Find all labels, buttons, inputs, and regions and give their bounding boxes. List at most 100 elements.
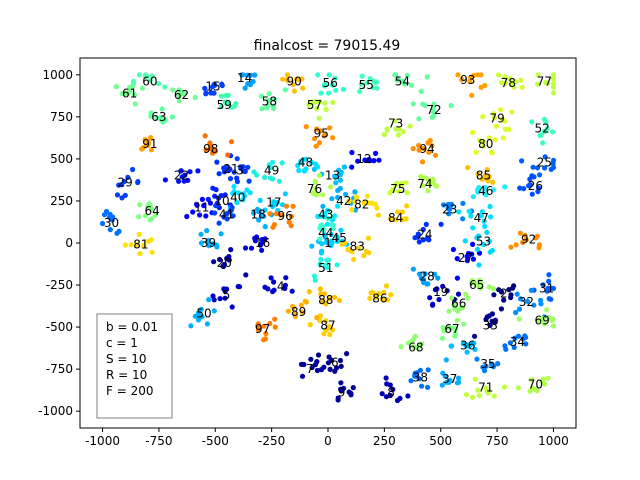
data-point	[270, 288, 276, 295]
data-point	[267, 320, 273, 327]
data-point	[209, 150, 216, 156]
data-point	[242, 245, 249, 251]
data-point	[420, 279, 427, 285]
data-point	[472, 333, 478, 339]
data-point	[349, 164, 355, 170]
data-point	[381, 132, 387, 138]
x-tick-label: 750	[486, 434, 509, 448]
cluster-label: 65	[469, 278, 484, 292]
data-point	[139, 146, 145, 152]
data-point	[234, 156, 240, 162]
data-point	[464, 349, 470, 355]
data-point	[480, 114, 486, 120]
data-point	[373, 150, 379, 156]
data-point	[127, 84, 133, 90]
data-point	[465, 295, 471, 301]
data-point	[498, 306, 504, 312]
cluster-label: 26	[528, 179, 543, 193]
data-point	[247, 190, 253, 196]
data-point	[515, 385, 522, 391]
data-point	[475, 189, 481, 195]
data-point	[272, 316, 278, 322]
data-point	[178, 168, 184, 174]
x-tick-label: -750	[145, 434, 172, 448]
cluster-label: 42	[336, 194, 351, 208]
cluster-label: 89	[291, 305, 306, 319]
data-point	[259, 93, 265, 99]
cluster-label: 51	[318, 261, 333, 275]
cluster-label: 81	[133, 238, 148, 252]
data-point	[308, 159, 314, 165]
data-point	[458, 305, 464, 312]
data-point	[424, 74, 430, 80]
data-point	[491, 393, 497, 399]
cluster-label: 41	[219, 207, 234, 221]
y-tick-label: -750	[46, 362, 73, 376]
data-point	[322, 100, 328, 106]
data-point	[514, 291, 520, 297]
data-point	[234, 175, 240, 181]
data-point	[279, 202, 286, 208]
data-point	[502, 384, 508, 390]
data-point	[295, 162, 301, 169]
data-point	[337, 357, 343, 364]
data-point	[222, 192, 228, 198]
data-point	[335, 203, 341, 209]
data-point	[315, 352, 322, 358]
data-point	[452, 330, 459, 337]
data-point	[238, 164, 244, 170]
data-point	[143, 213, 149, 219]
data-point	[330, 135, 336, 141]
data-point	[534, 388, 541, 394]
data-point	[259, 106, 265, 112]
cluster-label: 77	[537, 75, 552, 89]
data-point	[299, 373, 306, 379]
data-point	[329, 222, 335, 228]
cluster-label: 14	[237, 71, 252, 85]
data-point	[326, 354, 332, 360]
data-point	[507, 76, 513, 82]
data-point	[291, 304, 297, 310]
data-point	[500, 135, 506, 141]
data-point	[446, 308, 452, 314]
data-point	[379, 391, 385, 397]
data-point	[481, 218, 487, 224]
cluster-label: 44	[318, 226, 333, 240]
data-point	[248, 72, 254, 78]
data-point	[211, 297, 217, 303]
data-point	[279, 160, 285, 166]
data-point	[506, 126, 512, 132]
data-point	[394, 77, 400, 83]
data-point	[341, 385, 347, 391]
data-point	[256, 217, 262, 223]
cluster-label: 13	[325, 169, 340, 183]
data-point	[142, 137, 148, 143]
x-tick-label: -1000	[85, 434, 120, 448]
data-point	[194, 202, 200, 208]
data-point	[324, 221, 331, 227]
data-point	[233, 101, 239, 107]
cluster-label: 8	[387, 386, 395, 400]
cluster-label: 19	[433, 285, 448, 299]
data-point	[366, 156, 372, 162]
data-point	[196, 313, 202, 319]
data-point	[146, 201, 152, 207]
data-point	[162, 84, 168, 90]
data-point	[137, 202, 143, 208]
data-point	[536, 245, 542, 251]
cluster-label: 38	[413, 371, 428, 385]
data-point	[468, 213, 474, 219]
data-point	[427, 295, 433, 301]
data-point	[448, 343, 454, 349]
data-point	[449, 295, 455, 301]
data-point	[315, 213, 321, 219]
data-point	[319, 241, 325, 247]
data-point	[283, 275, 289, 281]
cluster-label: 92	[521, 233, 536, 247]
data-point	[273, 211, 280, 217]
data-point	[479, 209, 485, 215]
data-point	[134, 242, 140, 248]
data-point	[472, 376, 478, 382]
data-point	[501, 297, 507, 303]
data-point	[546, 272, 552, 278]
